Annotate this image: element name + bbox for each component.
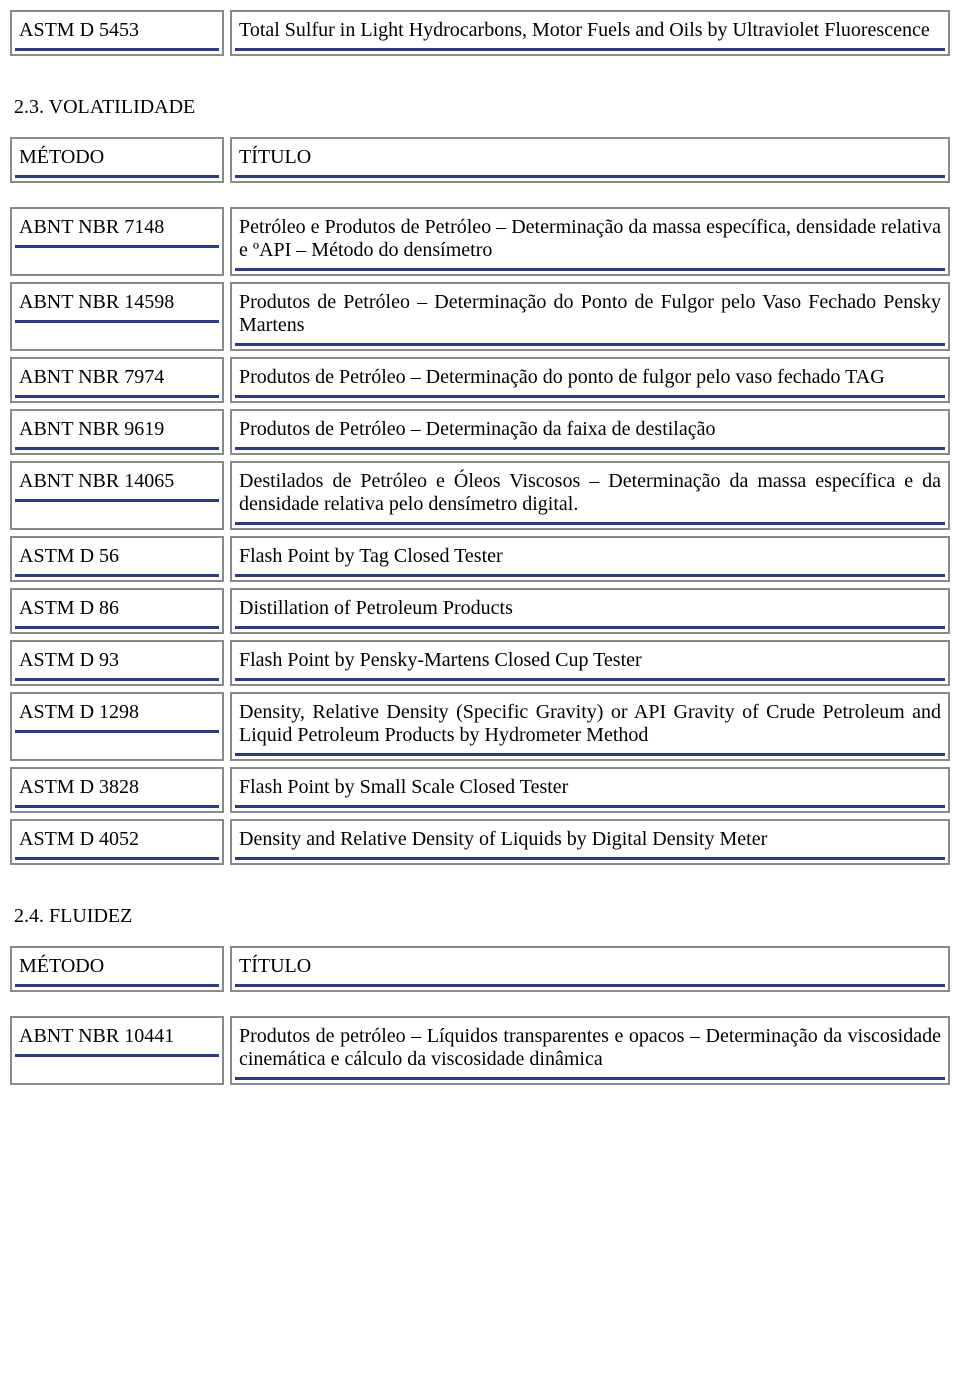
method-text: ASTM D 3828 — [15, 772, 219, 808]
table-row: ABNT NBR 7974 Produtos de Petróleo – Dete… — [10, 357, 950, 403]
title-text: Produtos de petróleo – Líquidos transpar… — [235, 1021, 945, 1080]
method-cell: ABNT NBR 14065 — [10, 461, 224, 530]
title-cell: Flash Point by Pensky-Martens Closed Cup… — [230, 640, 950, 686]
method-text: ASTM D 93 — [15, 645, 219, 681]
method-cell: ASTM D 86 — [10, 588, 224, 634]
method-cell: ASTM D 4052 — [10, 819, 224, 865]
title-text: Produtos de Petróleo – Determinação da f… — [235, 414, 945, 450]
header-method-text: MÉTODO — [15, 142, 219, 178]
title-cell: Produtos de Petróleo – Determinação do P… — [230, 282, 950, 351]
title-text: Density and Relative Density of Liquids … — [235, 824, 945, 860]
title-text: Density, Relative Density (Specific Grav… — [235, 697, 945, 756]
header-method-cell: MÉTODO — [10, 946, 224, 992]
method-cell: ABNT NBR 7148 — [10, 207, 224, 276]
title-text: Petróleo e Produtos de Petróleo – Determ… — [235, 212, 945, 271]
title-cell: Distillation of Petroleum Products — [230, 588, 950, 634]
method-cell: ABNT NBR 9619 — [10, 409, 224, 455]
title-cell: Produtos de Petróleo – Determinação do p… — [230, 357, 950, 403]
title-cell: Total Sulfur in Light Hydrocarbons, Moto… — [230, 10, 950, 56]
table-row: ASTM D 5453 Total Sulfur in Light Hydroc… — [10, 10, 950, 56]
method-text: ABNT NBR 9619 — [15, 414, 219, 450]
section-heading: 2.4. FLUIDEZ — [14, 905, 950, 928]
table-row: ABNT NBR 14065 Destilados de Petróleo e Ó… — [10, 461, 950, 530]
title-cell: Produtos de Petróleo – Determinação da f… — [230, 409, 950, 455]
table-header-row: MÉTODO TÍTULO — [10, 137, 950, 183]
header-title-text: TÍTULO — [235, 951, 945, 987]
title-text: Produtos de Petróleo – Determinação do P… — [235, 287, 945, 346]
method-text: ABNT NBR 14065 — [15, 466, 219, 502]
method-text: ASTM D 5453 — [15, 15, 219, 51]
title-cell: Produtos de petróleo – Líquidos transpar… — [230, 1016, 950, 1085]
method-cell: ABNT NBR 10441 — [10, 1016, 224, 1085]
method-cell: ASTM D 3828 — [10, 767, 224, 813]
method-text: ABNT NBR 14598 — [15, 287, 219, 323]
table-row: ASTM D 3828 Flash Point by Small Scale Cl… — [10, 767, 950, 813]
method-cell: ASTM D 5453 — [10, 10, 224, 56]
title-text: Total Sulfur in Light Hydrocarbons, Moto… — [235, 15, 945, 51]
method-text: ASTM D 1298 — [15, 697, 219, 733]
table-row: ASTM D 1298 Density, Relative Density (Sp… — [10, 692, 950, 761]
title-text: Distillation of Petroleum Products — [235, 593, 945, 629]
title-text: Destilados de Petróleo e Óleos Viscosos … — [235, 466, 945, 525]
table-row: ABNT NBR 9619 Produtos de Petróleo – Dete… — [10, 409, 950, 455]
method-text: ABNT NBR 7148 — [15, 212, 219, 248]
title-text: Flash Point by Tag Closed Tester — [235, 541, 945, 577]
table-row: ABNT NBR 7148 Petróleo e Produtos de Petr… — [10, 207, 950, 276]
method-cell: ASTM D 1298 — [10, 692, 224, 761]
title-text: Produtos de Petróleo – Determinação do p… — [235, 362, 945, 398]
title-cell: Destilados de Petróleo e Óleos Viscosos … — [230, 461, 950, 530]
method-cell: ASTM D 93 — [10, 640, 224, 686]
method-cell: ABNT NBR 14598 — [10, 282, 224, 351]
table-row: ASTM D 86 Distillation of Petroleum Produ… — [10, 588, 950, 634]
header-title-text: TÍTULO — [235, 142, 945, 178]
section-heading: 2.3. VOLATILIDADE — [14, 96, 950, 119]
method-cell: ABNT NBR 7974 — [10, 357, 224, 403]
method-text: ABNT NBR 7974 — [15, 362, 219, 398]
method-text: ASTM D 56 — [15, 541, 219, 577]
title-cell: Petróleo e Produtos de Petróleo – Determ… — [230, 207, 950, 276]
title-cell: Density and Relative Density of Liquids … — [230, 819, 950, 865]
table-row: ASTM D 93 Flash Point by Pensky-Martens C… — [10, 640, 950, 686]
header-title-cell: TÍTULO — [230, 137, 950, 183]
title-text: Flash Point by Small Scale Closed Tester — [235, 772, 945, 808]
table-row: ABNT NBR 10441 Produtos de petróleo – Líq… — [10, 1016, 950, 1085]
title-cell: Flash Point by Small Scale Closed Tester — [230, 767, 950, 813]
title-text: Flash Point by Pensky-Martens Closed Cup… — [235, 645, 945, 681]
header-method-text: MÉTODO — [15, 951, 219, 987]
method-text: ASTM D 86 — [15, 593, 219, 629]
header-title-cell: TÍTULO — [230, 946, 950, 992]
header-method-cell: MÉTODO — [10, 137, 224, 183]
table-row: ABNT NBR 14598 Produtos de Petróleo – Det… — [10, 282, 950, 351]
table-header-row: MÉTODO TÍTULO — [10, 946, 950, 992]
table-row: ASTM D 56 Flash Point by Tag Closed Teste… — [10, 536, 950, 582]
table-row: ASTM D 4052 Density and Relative Density … — [10, 819, 950, 865]
title-cell: Density, Relative Density (Specific Grav… — [230, 692, 950, 761]
method-text: ASTM D 4052 — [15, 824, 219, 860]
title-cell: Flash Point by Tag Closed Tester — [230, 536, 950, 582]
method-cell: ASTM D 56 — [10, 536, 224, 582]
method-text: ABNT NBR 10441 — [15, 1021, 219, 1057]
